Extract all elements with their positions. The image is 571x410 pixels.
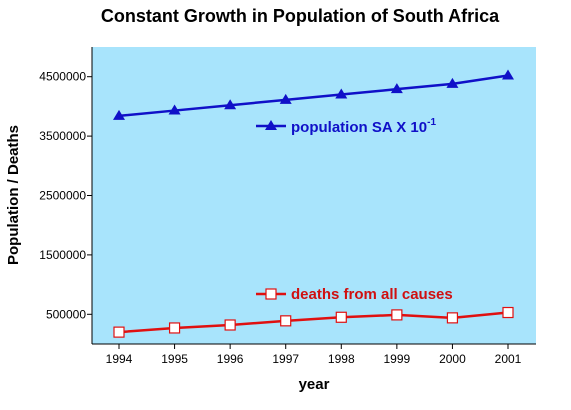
x-tick-label: 2001 [495, 352, 522, 366]
data-point-deaths [391, 309, 403, 321]
data-point-population [279, 93, 292, 104]
legend-deaths-label: deaths from all causes [291, 286, 453, 303]
y-tick-label: 1500000 [39, 248, 86, 262]
legend-population-marker [265, 120, 277, 130]
legend-population-label: population SA X 10-1 [291, 117, 436, 136]
legend-population: population SA X 10-1 [256, 117, 436, 136]
data-point-population [446, 77, 459, 88]
legend-population-exponent: -1 [427, 117, 436, 128]
y-tick-label: 4500000 [39, 70, 86, 84]
y-tick-label: 500000 [46, 307, 86, 321]
x-axis-ticks: 1994 1995 1996 1997 1998 1999 2000 2001 [106, 344, 522, 366]
y-axis-ticks: 500000 1500000 2500000 3500000 4500000 [39, 70, 92, 321]
data-point-deaths [224, 319, 236, 331]
data-point-deaths [502, 306, 514, 319]
data-point-deaths [335, 311, 347, 323]
data-point-deaths [446, 312, 459, 324]
x-tick-label: 2000 [439, 352, 466, 366]
series-line-population [118, 74, 509, 118]
x-tick-label: 1999 [384, 352, 411, 366]
data-point-population [335, 88, 348, 99]
x-tick-label: 1998 [328, 352, 355, 366]
y-tick-label: 3500000 [39, 129, 86, 143]
legend-deaths-marker [265, 288, 277, 300]
data-point-deaths [113, 326, 125, 338]
x-tick-label: 1995 [161, 352, 188, 366]
x-tick-label: 1994 [106, 352, 133, 366]
data-point-population [224, 99, 237, 110]
data-point-deaths [280, 315, 292, 327]
x-tick-label: 1996 [217, 352, 244, 366]
series-layer [113, 69, 514, 338]
x-axis-label: year [299, 376, 330, 393]
data-point-deaths [168, 322, 181, 334]
y-tick-label: 2500000 [39, 189, 86, 203]
data-point-population [168, 104, 181, 115]
legend-population-text: population SA X 10 [291, 119, 427, 136]
x-tick-label: 1997 [272, 352, 299, 366]
chart-title: Constant Growth in Population of South A… [101, 6, 500, 26]
data-point-population [390, 83, 403, 94]
data-point-population [113, 109, 125, 120]
y-axis-label: Population / Deaths [5, 125, 22, 265]
series-line-deaths [118, 311, 509, 334]
data-point-population [502, 69, 514, 80]
legend-deaths: deaths from all causes [256, 286, 453, 303]
